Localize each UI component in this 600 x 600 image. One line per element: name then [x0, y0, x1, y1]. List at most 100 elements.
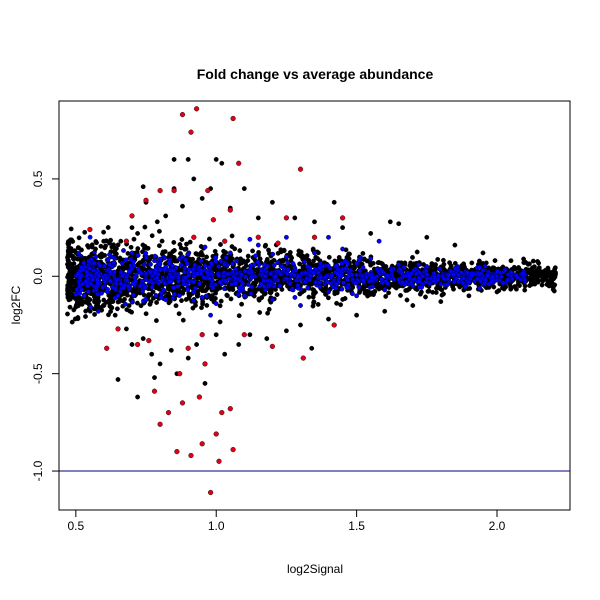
- data-point: [387, 219, 393, 225]
- cloud-point-blue: [85, 289, 91, 294]
- cloud-point: [115, 242, 121, 248]
- cloud-point: [447, 260, 452, 266]
- cloud-point: [237, 248, 243, 254]
- data-point: [93, 246, 98, 252]
- data-point: [199, 195, 205, 201]
- cloud-point: [159, 238, 165, 244]
- data-point: [236, 160, 242, 166]
- cloud-point-blue: [318, 274, 324, 280]
- cloud-point-blue: [482, 263, 488, 269]
- cloud-point: [257, 310, 263, 315]
- cloud-point-blue: [287, 281, 293, 286]
- data-point: [137, 283, 143, 289]
- cloud-point-blue: [311, 270, 317, 276]
- cloud-point-blue: [226, 276, 232, 282]
- cloud-point: [179, 237, 185, 242]
- cloud-point: [306, 294, 312, 300]
- cloud-point-blue: [505, 277, 510, 283]
- cloud-point: [467, 285, 473, 291]
- cloud-point-blue: [210, 285, 216, 291]
- cloud-point: [545, 265, 551, 271]
- cloud-point: [177, 242, 183, 247]
- cloud-point-blue: [216, 272, 222, 278]
- data-point: [241, 293, 247, 299]
- data-point: [340, 225, 345, 231]
- cloud-point-blue: [194, 271, 200, 276]
- data-point: [185, 156, 191, 162]
- cloud-point: [204, 286, 210, 291]
- cloud-point-blue: [198, 258, 204, 264]
- data-point: [275, 240, 281, 246]
- cloud-point-blue: [370, 284, 376, 289]
- cloud-point: [73, 296, 78, 302]
- cloud-point: [345, 252, 351, 258]
- cloud-point-blue: [224, 271, 230, 277]
- cloud-point: [149, 233, 155, 239]
- data-point: [87, 226, 93, 233]
- data-point: [157, 361, 163, 367]
- cloud-point: [492, 258, 498, 263]
- data-point: [326, 234, 331, 240]
- cloud-point-blue: [462, 284, 468, 290]
- cloud-point-blue: [346, 273, 352, 279]
- data-point: [424, 264, 430, 269]
- cloud-point: [469, 260, 475, 266]
- cloud-point: [212, 295, 218, 301]
- cloud-point-blue: [157, 261, 163, 267]
- cloud-point-blue: [196, 281, 202, 287]
- cloud-point-blue: [239, 272, 245, 278]
- cloud-point-blue: [485, 273, 490, 279]
- cloud-point-blue: [90, 277, 96, 283]
- cloud-point-blue: [258, 267, 264, 273]
- data-point: [168, 347, 174, 353]
- cloud-point: [204, 302, 210, 308]
- cloud-point: [125, 292, 130, 298]
- cloud-point: [262, 243, 268, 249]
- cloud-point-blue: [148, 269, 154, 275]
- cloud-point-blue: [143, 297, 149, 302]
- cloud-point: [527, 283, 533, 288]
- cloud-point-blue: [105, 256, 111, 262]
- data-point: [129, 225, 135, 231]
- cloud-point-blue: [248, 291, 254, 297]
- cloud-point-blue: [444, 282, 450, 288]
- cloud-point-blue: [149, 284, 155, 290]
- data-point: [283, 215, 290, 221]
- cloud-point-blue: [416, 262, 421, 268]
- cloud-point-blue: [138, 270, 144, 276]
- cloud-point: [378, 260, 384, 266]
- cloud-point: [170, 249, 176, 255]
- cloud-point-blue: [385, 272, 390, 278]
- cloud-point: [75, 245, 81, 251]
- cloud-point-blue: [222, 262, 227, 267]
- cloud-point: [484, 285, 489, 291]
- cloud-point-blue: [318, 260, 323, 266]
- cloud-point: [404, 297, 410, 303]
- cloud-point-blue: [262, 273, 268, 279]
- data-point: [227, 207, 233, 213]
- cloud-point: [140, 242, 146, 248]
- cloud-point: [165, 291, 171, 297]
- data-point: [179, 400, 186, 406]
- data-point: [494, 289, 500, 295]
- data-point: [87, 297, 93, 303]
- cloud-point: [334, 300, 339, 306]
- cloud-point: [195, 251, 200, 257]
- cloud-point: [184, 241, 189, 247]
- data-point: [368, 230, 374, 236]
- cloud-point: [551, 288, 557, 294]
- data-point: [331, 322, 337, 328]
- cloud-point-blue: [87, 272, 93, 278]
- cloud-point: [334, 290, 340, 296]
- cloud-point-blue: [513, 272, 519, 278]
- data-point: [340, 246, 345, 252]
- data-point: [163, 213, 169, 219]
- data-point: [382, 287, 388, 293]
- cloud-point-blue: [401, 264, 407, 270]
- cloud-point-blue: [290, 261, 296, 266]
- cloud-point-blue: [130, 280, 136, 286]
- cloud-point: [530, 258, 536, 264]
- cloud-point-blue: [455, 272, 461, 278]
- cloud-point: [342, 296, 348, 301]
- cloud-point-blue: [74, 287, 80, 292]
